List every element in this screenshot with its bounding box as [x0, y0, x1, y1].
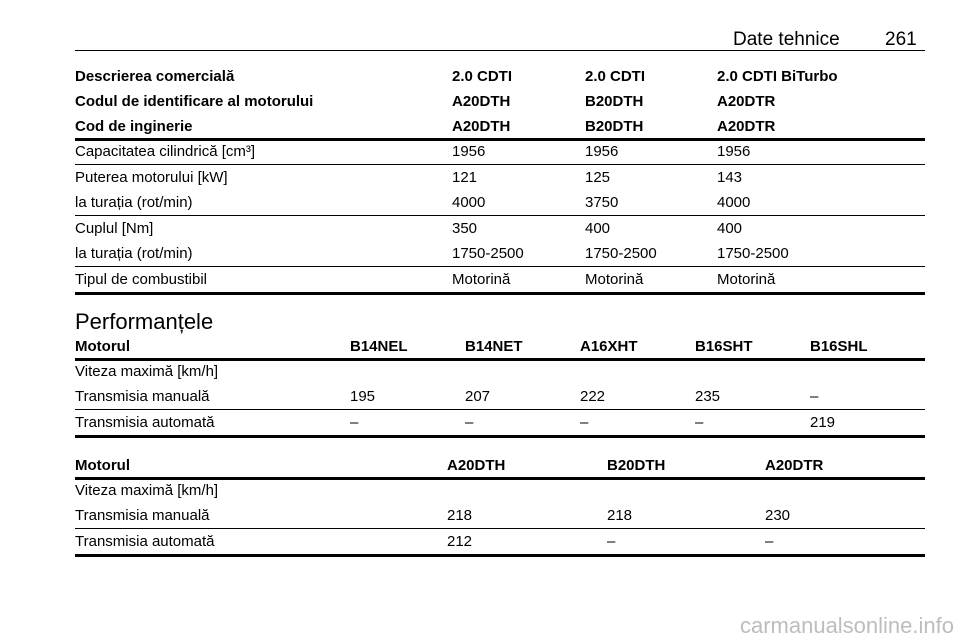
cell: 230: [765, 507, 791, 524]
cell: Transmisia automată: [75, 533, 215, 550]
cell: Capacitatea cilindrică [cm³]: [75, 143, 256, 160]
cell: 350: [452, 220, 478, 237]
header-cell: 2.0 CDTI: [452, 68, 513, 85]
header-cell: A20DTR: [717, 93, 776, 110]
cell: Motorină: [585, 271, 644, 288]
cell: Puterea motorului [kW]: [75, 169, 228, 186]
cell: 1956: [585, 143, 619, 160]
cell: Transmisia manuală: [75, 388, 210, 405]
thick-rule: [75, 138, 925, 141]
cell: –: [465, 414, 474, 431]
cell: Tipul de combustibil: [75, 271, 208, 288]
cell: Cuplul [Nm]: [75, 220, 154, 237]
cell: 222: [580, 388, 606, 405]
cell: –: [810, 388, 819, 405]
cell: 121: [452, 169, 478, 186]
cell: 400: [585, 220, 611, 237]
cell: Transmisia manuală: [75, 507, 210, 524]
cell: 218: [447, 507, 473, 524]
header-cell: A16XHT: [580, 338, 638, 355]
cell: 1956: [452, 143, 486, 160]
header-cell: Codul de identificare al motorului: [75, 93, 314, 110]
thin-rule: [75, 528, 925, 529]
cell: Viteza maximă [km/h]: [75, 482, 219, 499]
section-title: Date tehnice: [733, 29, 840, 50]
header-cell: A20DTH: [447, 457, 506, 474]
cell: 1750-2500: [452, 245, 524, 262]
watermark: carmanualsonline.info: [739, 613, 954, 638]
header-cell: B14NEL: [350, 338, 408, 355]
cell: la turația (rot/min): [75, 194, 193, 211]
cell: 1750-2500: [585, 245, 657, 262]
thick-rule: [75, 554, 925, 557]
cell: –: [580, 414, 589, 431]
cell: Motorină: [452, 271, 511, 288]
cell: 1956: [717, 143, 751, 160]
cell: 218: [607, 507, 633, 524]
header-cell: B20DTH: [585, 118, 644, 135]
thin-rule: [75, 215, 925, 216]
header-cell: Descrierea comercială: [75, 68, 235, 85]
cell: 207: [465, 388, 491, 405]
thin-rule: [75, 266, 925, 267]
header-cell: B16SHT: [695, 338, 753, 355]
thick-rule: [75, 292, 925, 295]
header-cell: A20DTH: [452, 118, 511, 135]
header-cell: B20DTH: [607, 457, 666, 474]
cell: 400: [717, 220, 743, 237]
cell: –: [607, 533, 616, 550]
thick-rule: [75, 358, 925, 361]
cell: Transmisia automată: [75, 414, 215, 431]
thin-rule: [75, 164, 925, 165]
cell: –: [765, 533, 774, 550]
header-cell: Motorul: [75, 457, 130, 474]
cell: 125: [585, 169, 611, 186]
header-cell: 2.0 CDTI: [585, 68, 646, 85]
header-cell: B16SHL: [810, 338, 868, 355]
header-cell: B20DTH: [585, 93, 644, 110]
cell: 143: [717, 169, 743, 186]
cell: 4000: [717, 194, 751, 211]
cell: 195: [350, 388, 376, 405]
header-cell: A20DTH: [452, 93, 511, 110]
cell: 235: [695, 388, 721, 405]
cell: 3750: [585, 194, 619, 211]
cell: 1750-2500: [717, 245, 789, 262]
cell: 219: [810, 414, 836, 431]
cell: 4000: [452, 194, 486, 211]
header-cell: B14NET: [465, 338, 523, 355]
header-cell: Motorul: [75, 338, 130, 355]
header-rule: [75, 50, 925, 51]
section-heading: Performanțele: [75, 309, 214, 334]
cell: Viteza maximă [km/h]: [75, 363, 219, 380]
cell: –: [695, 414, 704, 431]
thick-rule: [75, 435, 925, 438]
cell: Motorină: [717, 271, 776, 288]
cell: –: [350, 414, 359, 431]
cell: la turația (rot/min): [75, 245, 193, 262]
header-cell: Cod de inginerie: [75, 118, 193, 135]
thin-rule: [75, 409, 925, 410]
header-cell: A20DTR: [765, 457, 824, 474]
header-cell: 2.0 CDTI BiTurbo: [717, 68, 838, 85]
header-cell: A20DTR: [717, 118, 776, 135]
thick-rule: [75, 477, 925, 480]
cell: 212: [447, 533, 473, 550]
page-number: 261: [885, 29, 917, 50]
